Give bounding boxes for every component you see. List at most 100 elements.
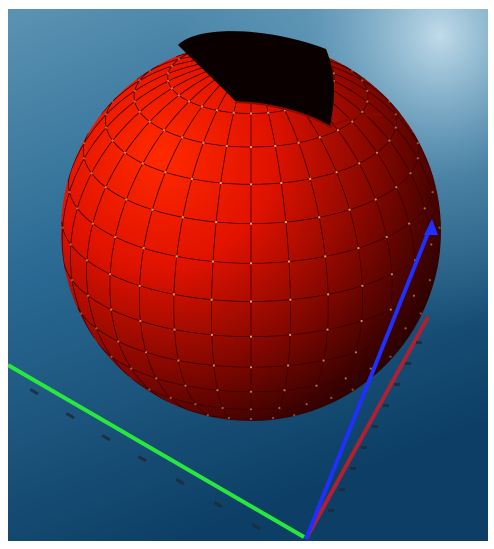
sphere-vertex-dot (366, 100, 369, 103)
sphere-vertex-dot (167, 79, 170, 83)
sphere-vertex-dot (145, 351, 148, 354)
sphere-vertex-dot (284, 221, 287, 224)
sphere-vertex-dot (155, 377, 158, 380)
sphere-vertex-dot (390, 273, 393, 276)
sphere-vertex-dot (430, 243, 433, 246)
sphere-vertex-dot (110, 355, 113, 358)
sphere-vertex-dot (249, 183, 253, 186)
sphere-vertex-dot (318, 136, 321, 139)
sphere-vertex-dot (215, 221, 218, 224)
sphere-vertex-dot (419, 312, 422, 315)
sphere-vertex-dot (164, 171, 167, 174)
sphere-vertex-dot (322, 359, 325, 362)
sphere-vertex-dot (175, 255, 178, 258)
sphere-vertex-dot (389, 308, 392, 311)
3d-viewport[interactable] (8, 9, 488, 541)
sphere-vertex-dot (212, 364, 215, 367)
sphere-vertex-dot (404, 327, 407, 330)
sphere-vertex-dot (91, 222, 94, 225)
sphere-vertex-dot (80, 312, 83, 315)
sphere-vertex-dot (184, 384, 187, 387)
sphere-vertex-dot (69, 243, 72, 246)
sphere-vertex-dot (141, 162, 144, 165)
sphere-vertex-dot (360, 319, 363, 323)
sphere-vertex-dot (151, 208, 154, 211)
sphere-vertex-dot (388, 139, 391, 142)
sphere-vertex-dot (181, 136, 184, 139)
sphere-vertex-dot (416, 157, 419, 160)
sphere-vertex-dot (287, 260, 291, 263)
sphere-vertex-dot (351, 120, 354, 123)
sphere-cutout-rim (235, 101, 383, 129)
sphere-vertex-dot (114, 235, 117, 239)
sphere[interactable] (61, 31, 441, 421)
sphere-vertex-dot (76, 207, 79, 210)
scene-canvas[interactable] (8, 9, 488, 541)
sphere-vertex-dot (83, 142, 86, 145)
sphere-vertex-dot (289, 333, 292, 336)
y-axis-arrowhead (424, 219, 438, 235)
sphere-vertex-dot (348, 208, 351, 211)
sphere-vertex-dot (249, 112, 253, 115)
sphere-vertex-dot (177, 359, 180, 362)
sphere-vertex-dot (327, 293, 330, 296)
sphere-longitude-line (70, 59, 252, 339)
sphere-vertex-dot (95, 327, 98, 330)
sphere-vertex-dot (324, 255, 327, 258)
sphere-vertex-dot (249, 300, 253, 303)
sphere-vertex-dot (358, 162, 361, 165)
sphere-vertex-dot (351, 388, 354, 391)
sphere-vertex-dot (216, 109, 219, 112)
sphere-vertex-dot (190, 177, 193, 180)
sphere-vertex-dot (172, 293, 175, 296)
y-axis-blue (304, 222, 434, 540)
sphere-vertex-dot (167, 72, 170, 75)
sphere-vertex-dot (138, 79, 141, 82)
sphere-vertex-dot (200, 105, 204, 108)
sphere-vertex-dot (170, 87, 173, 90)
sphere-vertex-dot (138, 284, 141, 287)
sphere-vertex-dot (249, 222, 253, 225)
sphere-vertex-dot (138, 110, 141, 113)
sphere-vertex-dot (139, 319, 142, 323)
sphere-vertex-dot (293, 414, 296, 417)
sphere-vertex-dot (68, 191, 71, 194)
sphere-vertex-dot (225, 144, 228, 148)
sphere-vertex-dot (142, 247, 145, 250)
sphere-vertex-dot (394, 126, 397, 129)
sphere-vertex-dot (287, 364, 290, 367)
sphere-vertex-dot (361, 110, 364, 113)
sphere-vertex-dot (219, 181, 222, 185)
sphere-vertex-dot (104, 186, 107, 189)
sphere-vertex-dot (249, 390, 253, 393)
sphere-vertex-dot (117, 340, 120, 343)
sphere-vertex-dot (394, 113, 397, 116)
sphere-vertex-dot (354, 351, 357, 354)
sphere-vertex-dot (428, 279, 431, 282)
sphere-vertex-dot (123, 151, 127, 154)
sphere-vertex-dot (211, 260, 215, 263)
sphere-vertex-dot (366, 89, 369, 92)
z-axis-red (304, 316, 430, 540)
sphere-vertex-dot (169, 396, 172, 399)
sphere-vertex-dot (278, 406, 281, 410)
sphere-vertex-dot (369, 367, 372, 370)
sphere-vertex-dot (423, 207, 426, 210)
sphere-vertex-dot (109, 273, 112, 276)
sphere-vertex-dot (133, 100, 136, 103)
sphere-vertex-dot (111, 139, 114, 142)
sphere-vertex-dot (221, 406, 224, 410)
sphere-vertex-dot (305, 403, 308, 406)
sphere-vertex-dot (61, 226, 64, 229)
sphere-vertex-dot (357, 247, 360, 250)
sphere-vertex-dot (431, 191, 434, 194)
sphere-vertex-dot (375, 151, 379, 154)
sphere-cutout (178, 31, 334, 128)
sphere-vertex-dot (206, 414, 209, 417)
x-axis-green (8, 363, 306, 539)
sphere-vertex-dot (344, 377, 347, 380)
sphere-longitude-line (211, 59, 252, 421)
sphere-vertex-dot (335, 171, 338, 174)
sphere-vertex-dot (148, 388, 151, 391)
sphere-vertex-dot (280, 181, 283, 185)
